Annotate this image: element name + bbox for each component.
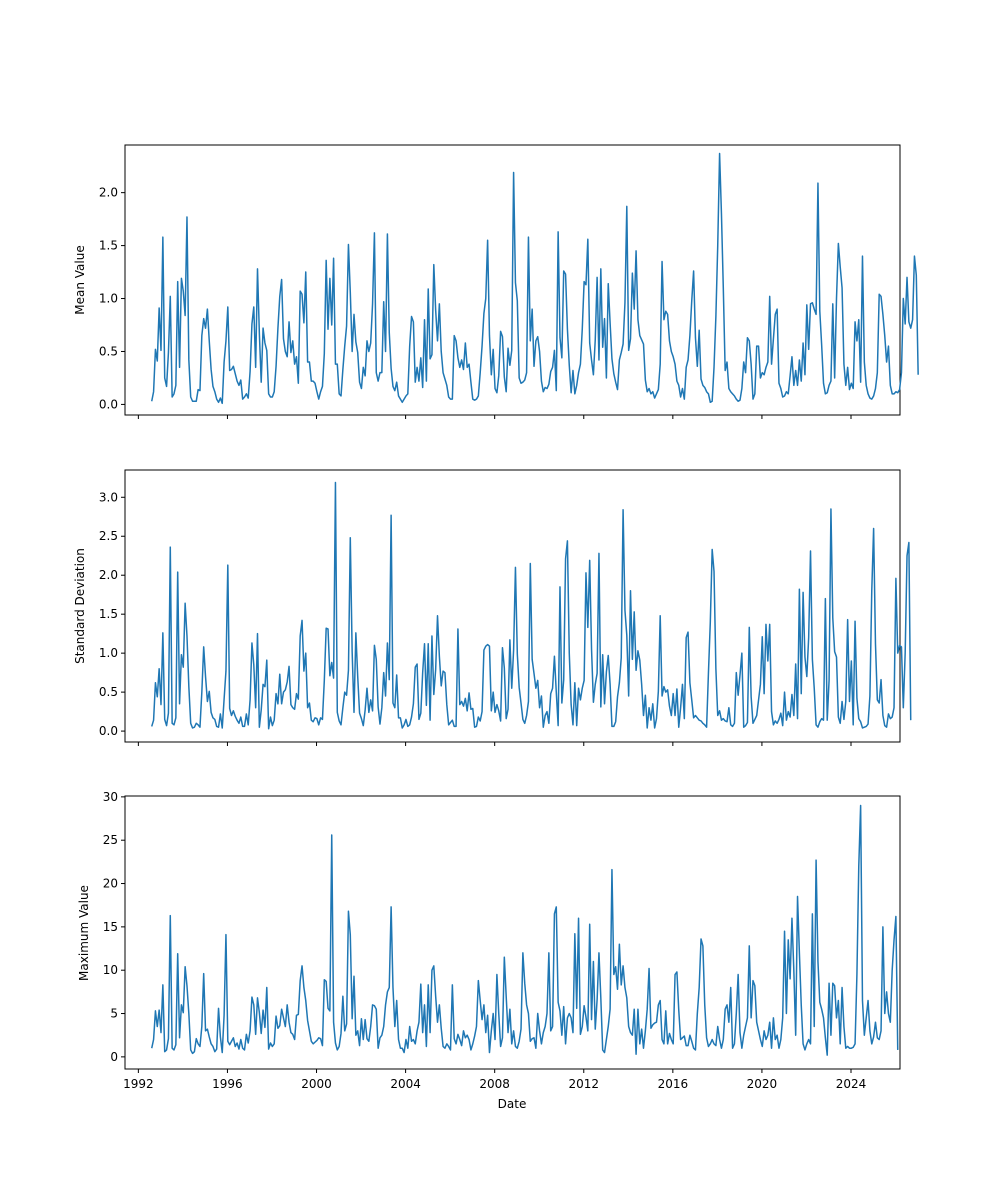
y-tick-label: 3.0 [99,490,118,504]
y-tick-label: 20 [103,877,118,891]
y-tick-label: 2.0 [99,186,118,200]
y-ticks: 0.0 0.5 1.0 1.5 2.0 2.5 3.0 [99,490,125,738]
y-tick-label: 0.0 [99,397,118,411]
y-tick-label: 1.5 [99,239,118,253]
x-tick-label: 2024 [836,1077,867,1091]
subplot-maximum-value: 1992 1996 2000 2004 2008 2012 2016 2020 2024 0 5 1… [77,790,901,1111]
x-ticks [137,415,852,419]
y-tick-label: 0.5 [99,685,118,699]
x-tick-label: 2020 [747,1077,778,1091]
y-tick-label: 10 [103,963,118,977]
x-tick-label: 2008 [479,1077,510,1091]
x-tick-label: 2000 [301,1077,332,1091]
y-tick-label: 0.5 [99,344,118,358]
y-axis-label: Mean Value [73,245,87,314]
y-axis-label: Maximum Value [77,885,91,981]
y-tick-label: 0 [110,1050,118,1064]
y-axis-label: Standard Deviation [73,548,87,664]
x-tick-label: 2016 [658,1077,689,1091]
y-tick-label: 30 [103,790,118,804]
x-tick-label: 2004 [390,1077,421,1091]
y-tick-label: 0.0 [99,724,118,738]
y-tick-label: 15 [103,920,118,934]
x-axis-label: Date [498,1097,527,1111]
subplot-standard-deviation: 0.0 0.5 1.0 1.5 2.0 2.5 3.0 Standard Deviation [73,469,912,746]
y-tick-label: 1.5 [99,607,118,621]
y-tick-label: 25 [103,833,118,847]
y-tick-label: 5 [110,1007,118,1021]
series-line [150,152,919,405]
x-tick-label: 1992 [123,1077,154,1091]
axes-frame [124,469,901,743]
x-tick-label: 2012 [568,1077,599,1091]
y-tick-label: 1.0 [99,292,118,306]
axes-frame [124,795,901,1070]
x-ticks: 1992 1996 2000 2004 2008 2012 2016 2020 2024 [123,1069,866,1091]
y-tick-label: 2.0 [99,568,118,582]
y-tick-label: 1.0 [99,646,118,660]
series-line [150,804,899,1056]
y-tick-label: 2.5 [99,529,118,543]
x-ticks [137,742,852,746]
x-tick-label: 1996 [212,1077,243,1091]
axes-frame [124,144,901,416]
y-ticks: 0.0 0.5 1.0 1.5 2.0 [99,186,125,411]
subplot-mean-value: 0.0 0.5 1.0 1.5 2.0 Mean Value [73,144,919,419]
y-ticks: 0 5 10 15 20 25 30 [103,790,125,1064]
series-line [151,481,912,730]
